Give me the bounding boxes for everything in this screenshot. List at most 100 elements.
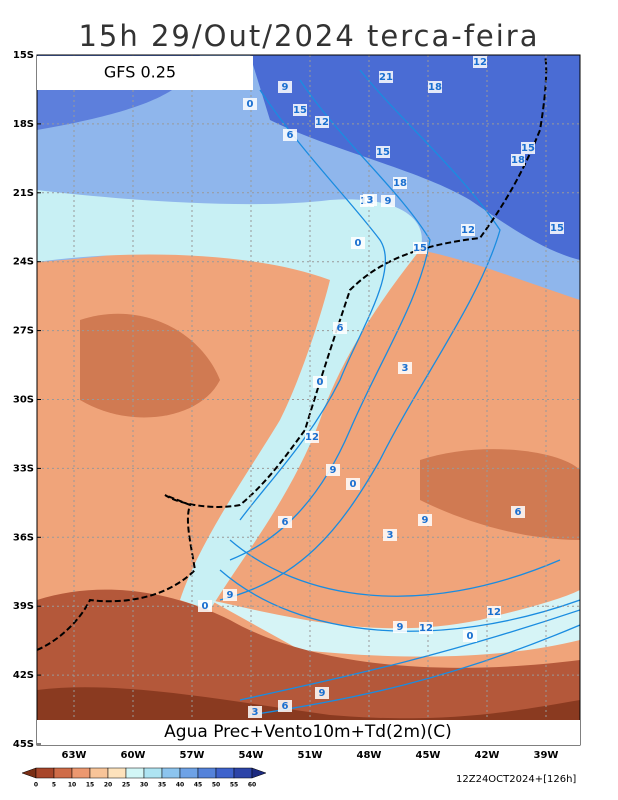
contour-label-bg [419, 622, 433, 634]
cyan-band-2 [210, 590, 580, 657]
cbar-cell [107, 767, 127, 779]
contour-label: 15 [376, 147, 390, 158]
lon-labels: 63W 60W 57W 54W 51W 48W 45W 42W 39W [62, 750, 559, 761]
contour-label: 6 [287, 130, 294, 141]
graticule [37, 55, 580, 745]
contour-label: 0 [317, 377, 324, 388]
contour-label: 15 [521, 143, 535, 154]
colorbar: 0 5 10 15 20 25 30 35 40 45 50 55 60 [21, 767, 267, 789]
contour-label-bg [363, 194, 377, 206]
cbar-cell [179, 767, 199, 779]
contour-label-bg [248, 706, 262, 718]
contour-label-bg [473, 56, 487, 68]
lon-label: 42W [475, 750, 500, 761]
contour-label-bg [398, 362, 412, 374]
cbar-cell [233, 767, 253, 779]
run-label: 12Z24OCT2024+[126h] [456, 774, 576, 785]
cbar-cell [143, 767, 163, 779]
contour-label: 12 [461, 225, 475, 236]
contour-label: 18 [428, 82, 442, 93]
contour [219, 569, 580, 632]
contour-label-bg [393, 177, 407, 189]
contour-label: 0 [350, 479, 357, 490]
lon-label: 57W [180, 750, 205, 761]
contour-label-bg [418, 514, 432, 526]
contour-label-bg [333, 322, 347, 334]
contour-label-bg [278, 700, 292, 712]
cbar-cell [215, 767, 235, 779]
cbar-cell [89, 767, 109, 779]
contour-label-bg [521, 142, 535, 154]
lat-label: 39S [13, 601, 34, 612]
contour-label: 6 [515, 507, 522, 518]
lat-label: 36S [13, 532, 34, 543]
contour-labels: 0915121518211812151815120151296360129069… [198, 56, 564, 718]
contour [219, 69, 501, 601]
contour-label: 12 [487, 607, 501, 618]
contour-label-bg [326, 464, 340, 476]
contour-label-bg [550, 222, 564, 234]
contour [229, 79, 431, 561]
cbar-arrow [21, 767, 37, 779]
contour-label: 6 [282, 517, 289, 528]
cbar-label: 15 [86, 782, 94, 789]
lon-label: 54W [239, 750, 264, 761]
lat-label: 42S [13, 670, 34, 681]
cbar-label: 30 [140, 782, 148, 789]
contour-label-bg [315, 116, 329, 128]
cbar-arrow [251, 767, 267, 779]
contour-label: 12 [305, 432, 319, 443]
cbar-label: 20 [104, 782, 112, 789]
cbar-label: 50 [212, 782, 220, 789]
dry-patch [80, 313, 220, 418]
contour-label-bg [305, 431, 319, 443]
contour-label: 3 [367, 195, 374, 206]
contour [239, 609, 580, 701]
contour-label: 6 [337, 323, 344, 334]
contour-label-bg [278, 516, 292, 528]
contour-label: 9 [282, 82, 289, 93]
cbar-label: 35 [158, 782, 166, 789]
contour-label: 9 [330, 465, 337, 476]
cbar-cell [53, 767, 73, 779]
cbar-cell [125, 767, 145, 779]
contour-label: 0 [247, 99, 254, 110]
caption-box [37, 720, 580, 745]
cyan-band [37, 190, 422, 610]
contour-label: 3 [402, 363, 409, 374]
model-label: GFS 0.25 [104, 63, 176, 82]
contour-label-bg [511, 154, 525, 166]
lat-label: 24S [13, 257, 34, 268]
cbar-label: 55 [230, 782, 238, 789]
contour-label: 0 [467, 631, 474, 642]
cbar-cell [35, 767, 55, 779]
model-box [37, 56, 253, 90]
contour-label-bg [223, 589, 237, 601]
contour-label: 6 [282, 701, 289, 712]
lon-label: 48W [357, 750, 382, 761]
contour-label: 9 [227, 590, 234, 601]
contour-label: 3 [252, 707, 259, 718]
cbar-label: 10 [68, 782, 76, 789]
contour-label-bg [463, 630, 477, 642]
contour-label: 9 [385, 196, 392, 207]
lat-label: 33S [13, 463, 34, 474]
contour-label-bg [379, 71, 393, 83]
contour-label-bg [351, 237, 365, 249]
moist-core [250, 55, 580, 260]
dry-patch [420, 449, 580, 540]
contour [239, 89, 386, 521]
lat-label: 18S [13, 119, 34, 130]
contour-label-bg [487, 606, 501, 618]
coast [37, 55, 548, 651]
contour-label-bg [278, 81, 292, 93]
contour-label-bg [428, 81, 442, 93]
contour-label: 21 [379, 72, 393, 83]
lon-label: 39W [534, 750, 559, 761]
contour-label: 15 [413, 243, 427, 254]
contour-label-bg [393, 621, 407, 633]
map: 0915121518211812151815120151296360129069… [37, 55, 580, 745]
contour-label-bg [381, 195, 395, 207]
contour-label: 15 [293, 105, 307, 116]
cbar-label: 40 [176, 782, 184, 789]
